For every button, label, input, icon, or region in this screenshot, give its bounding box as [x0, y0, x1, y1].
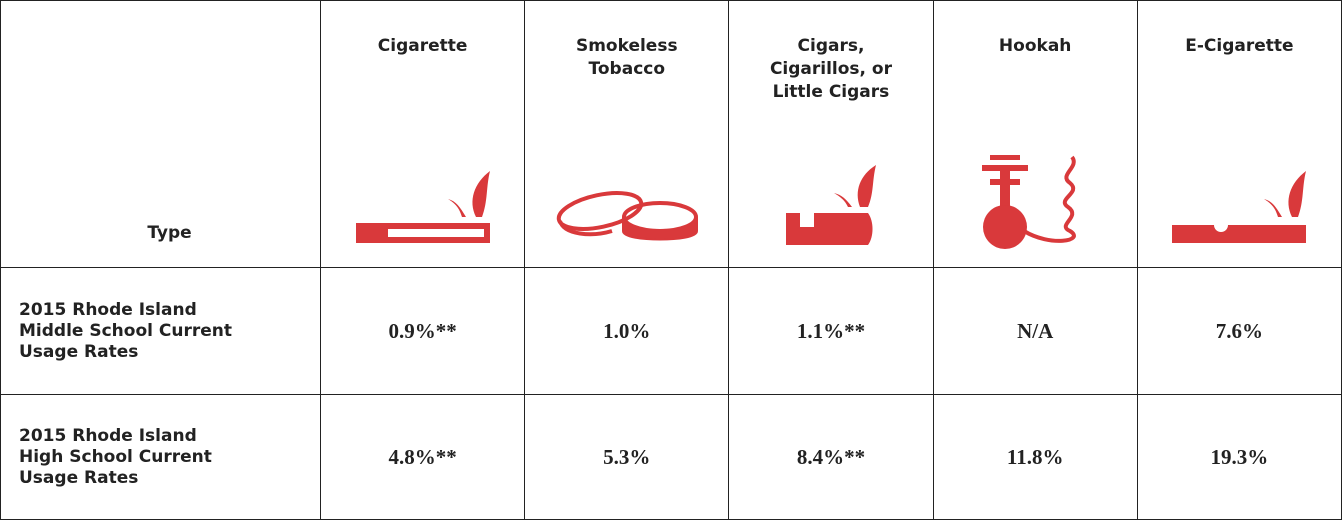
- row-label-cell: 2015 Rhode Island High School Current Usag…: [0, 394, 321, 520]
- data-row: 2015 Rhode Island Middle School Current Us…: [0, 267, 1342, 395]
- value-cell: N/A: [932, 267, 1138, 395]
- column-label-line: Cigars,: [797, 36, 865, 56]
- value: 19.3%: [1210, 444, 1269, 469]
- column-label-line: Smokeless: [575, 36, 678, 56]
- value-cell: 0.9%**: [319, 267, 526, 395]
- value: 11.8%: [1006, 444, 1064, 469]
- value-cell: 11.8%: [932, 394, 1138, 520]
- value-cell: 1.0%: [524, 267, 730, 395]
- column-label: Cigars, Cigarillos, or Little Cigars: [729, 35, 932, 104]
- column-label-line: Tobacco: [588, 59, 666, 79]
- row-label-cell: 2015 Rhode Island Middle School Current Us…: [0, 267, 321, 395]
- column-label: Cigarette: [321, 35, 524, 58]
- column-label-line: Hookah: [998, 36, 1072, 56]
- cigarette-icon: [355, 171, 490, 243]
- column-label-line: E-Cigarette: [1185, 36, 1294, 56]
- row-label-line: 2015 Rhode Island: [19, 299, 197, 320]
- value-cell: 8.4%**: [728, 394, 934, 520]
- type-label: Type: [147, 223, 192, 243]
- hookah-icon: [982, 155, 1077, 249]
- value-cell: 4.8%**: [319, 394, 526, 520]
- column-header: E-Cigarette: [1136, 0, 1342, 268]
- column-header: Hookah: [932, 0, 1138, 268]
- cigar-icon: [785, 165, 876, 245]
- column-label-line: Little Cigars: [772, 82, 890, 102]
- row-label-line: Middle School Current: [19, 320, 232, 341]
- column-label: Hookah: [934, 35, 1137, 58]
- value-cell: 19.3%: [1136, 394, 1342, 520]
- column-header: Smokeless Tobacco: [524, 0, 730, 268]
- smokeless-icon: [556, 191, 698, 241]
- column-label-line: Cigarette: [377, 36, 468, 56]
- row-label-line: High School Current: [19, 446, 212, 467]
- column-header: Cigars, Cigarillos, or Little Cigars: [728, 0, 934, 268]
- data-row: 2015 Rhode Island High School Current Usag…: [0, 394, 1342, 520]
- column-label-line: Cigarillos, or: [769, 59, 892, 79]
- value: 1.1%**: [796, 318, 866, 343]
- value: 5.3%: [603, 444, 651, 469]
- column-label: E-Cigarette: [1138, 35, 1341, 58]
- value: N/A: [1017, 318, 1054, 343]
- value: 1.0%: [603, 318, 651, 343]
- value: 8.4%**: [796, 444, 866, 469]
- value: 4.8%**: [388, 444, 457, 469]
- column-header: Cigarette: [319, 0, 526, 268]
- row-label-line: Usage Rates: [19, 467, 139, 488]
- header-row: Type Cigarette Smokeless Tobacco: [0, 0, 1342, 268]
- row-label-line: Usage Rates: [19, 341, 139, 362]
- type-header: Type: [0, 0, 321, 268]
- value-cell: 7.6%: [1136, 267, 1342, 395]
- value-cell: 1.1%**: [728, 267, 934, 395]
- row-label-line: 2015 Rhode Island: [19, 425, 197, 446]
- value: 7.6%: [1215, 318, 1263, 343]
- e-cigarette-icon: [1172, 171, 1307, 243]
- value: 0.9%**: [388, 318, 457, 343]
- column-label: Smokeless Tobacco: [525, 35, 728, 81]
- value-cell: 5.3%: [524, 394, 730, 520]
